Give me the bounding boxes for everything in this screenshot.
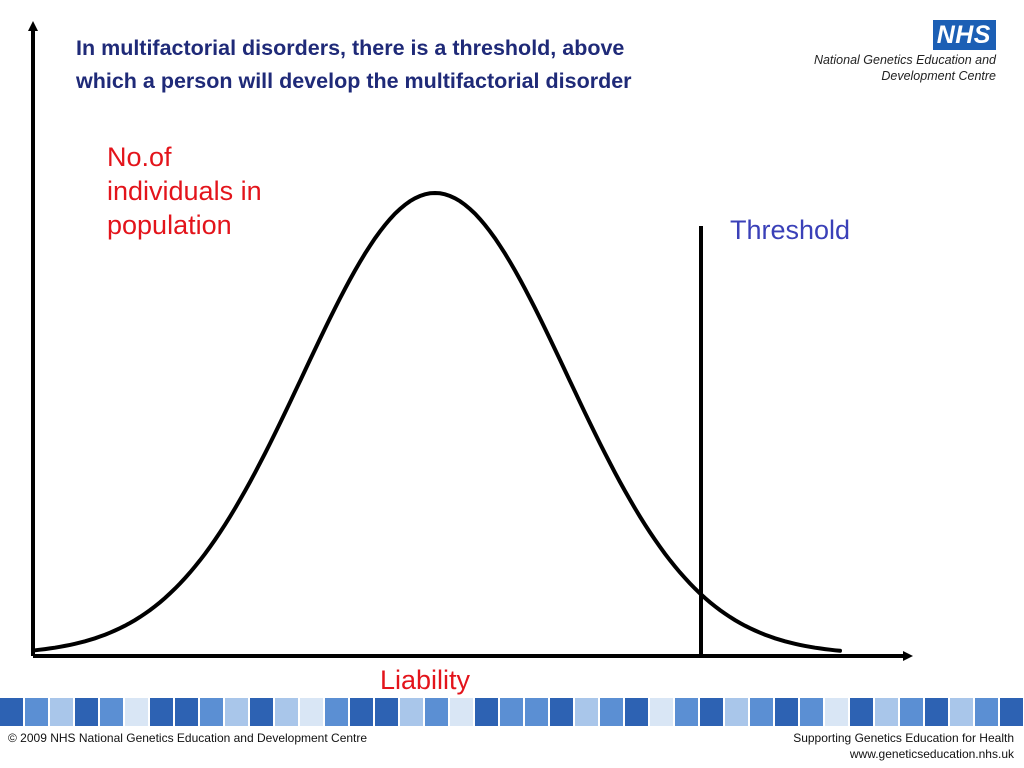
x-axis-label: Liability xyxy=(380,665,471,695)
y-axis-label-line-3: population xyxy=(107,210,232,240)
org-name: National Genetics Education and Developm… xyxy=(766,52,996,84)
nhs-badge: NHS xyxy=(932,20,996,50)
footer-band-block xyxy=(375,698,398,726)
footer-band-block xyxy=(125,698,148,726)
footer-band-block xyxy=(325,698,348,726)
footer-band-block xyxy=(225,698,248,726)
footer-band-block xyxy=(800,698,823,726)
y-axis-label: No.of individuals in population xyxy=(107,140,262,242)
footer-band-block xyxy=(75,698,98,726)
threshold-label: Threshold xyxy=(730,215,851,245)
org-name-line-2: Development Centre xyxy=(881,69,996,83)
footer-band-block xyxy=(175,698,198,726)
footer-band-block xyxy=(400,698,423,726)
slide-title-line-2: which a person will develop the multifac… xyxy=(76,69,632,93)
org-name-line-1: National Genetics Education and xyxy=(813,53,996,67)
slide-title-line-1: In multifactorial disorders, there is a … xyxy=(76,36,625,60)
y-axis-label-line-1: No.of xyxy=(107,142,172,172)
footer-band-block xyxy=(50,698,73,726)
distribution-curve xyxy=(33,190,842,653)
footer-band-block xyxy=(900,698,923,726)
footer-band-block xyxy=(550,698,573,726)
footer-tagline: Supporting Genetics Education for Health xyxy=(793,731,1014,745)
footer-band-block xyxy=(300,698,323,726)
footer-band-block xyxy=(350,698,373,726)
footer-color-band xyxy=(0,698,1023,726)
footer-band-block xyxy=(200,698,223,726)
footer-band-block xyxy=(425,698,448,726)
footer-url: www.geneticseducation.nhs.uk xyxy=(849,747,1014,761)
footer-band-block xyxy=(575,698,598,726)
footer-band-block xyxy=(675,698,698,726)
footer-band-block xyxy=(975,698,998,726)
footer-band-block xyxy=(475,698,498,726)
footer-band-block xyxy=(450,698,473,726)
footer-band-block xyxy=(650,698,673,726)
footer-copyright: © 2009 NHS National Genetics Education a… xyxy=(8,731,368,745)
footer-band-block xyxy=(725,698,748,726)
footer-band-block xyxy=(625,698,648,726)
footer-band-block xyxy=(950,698,973,726)
footer-band-block xyxy=(150,698,173,726)
footer-band-block xyxy=(275,698,298,726)
footer-band-block xyxy=(25,698,48,726)
footer-band-block xyxy=(1000,698,1023,726)
footer-band-block xyxy=(250,698,273,726)
footer-band-block xyxy=(100,698,123,726)
liability-threshold-diagram xyxy=(28,21,913,661)
footer-band-block xyxy=(600,698,623,726)
footer-band-block xyxy=(850,698,873,726)
footer-band-block xyxy=(925,698,948,726)
slide-title: In multifactorial disorders, there is a … xyxy=(76,32,756,98)
footer-band-block xyxy=(825,698,848,726)
y-axis-label-line-2: individuals in xyxy=(107,176,262,206)
footer-band-block xyxy=(525,698,548,726)
footer-right: Supporting Genetics Education for Health… xyxy=(793,730,1014,762)
footer-band-block xyxy=(750,698,773,726)
footer-band-block xyxy=(775,698,798,726)
footer-band-block xyxy=(875,698,898,726)
footer-band-block xyxy=(500,698,523,726)
footer-band-block xyxy=(0,698,23,726)
footer-band-block xyxy=(700,698,723,726)
nhs-logo: NHS National Genetics Education and Deve… xyxy=(766,20,996,84)
